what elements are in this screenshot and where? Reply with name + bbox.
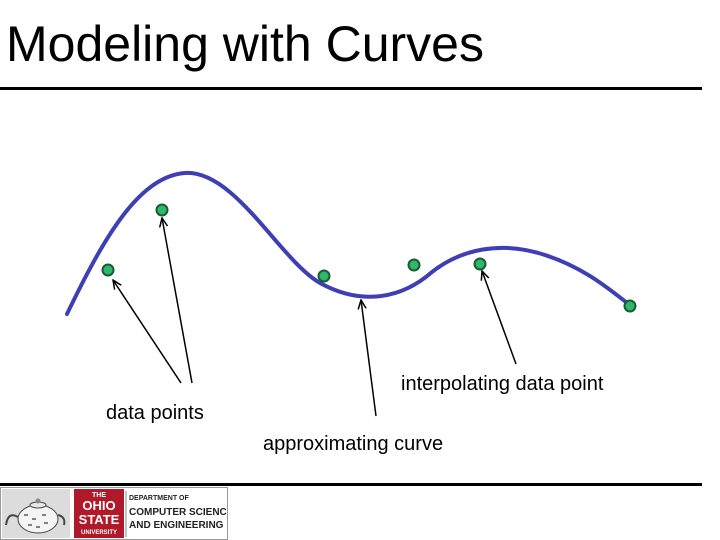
arrow-interpolating-point xyxy=(482,271,517,365)
department-logo: THE OHIO STATE UNIVERSITY DEPARTMENT OF … xyxy=(0,487,228,540)
data-point xyxy=(623,299,637,313)
data-point xyxy=(101,263,115,277)
data-point xyxy=(155,203,169,217)
arrow-data-point-2 xyxy=(162,218,193,384)
logo-ohio: OHIO xyxy=(82,498,115,513)
data-points-label: data points xyxy=(106,402,204,424)
arrow-data-point-1 xyxy=(113,280,182,384)
data-point xyxy=(317,269,331,283)
slide-title: Modeling with Curves xyxy=(6,16,484,72)
approximating-curve-label: approximating curve xyxy=(263,433,444,455)
interpolating-data-point-label: interpolating data point xyxy=(401,373,604,395)
logo-the: THE xyxy=(92,492,106,499)
dept-line-2: COMPUTER SCIENCE xyxy=(129,507,228,518)
title-divider xyxy=(0,87,702,90)
arrow-approximating-curve xyxy=(361,300,377,417)
footer-divider xyxy=(0,483,702,486)
university-seal: THE OHIO STATE UNIVERSITY xyxy=(74,489,124,538)
dept-line-3: AND ENGINEERING xyxy=(129,520,224,531)
data-point xyxy=(407,258,421,272)
logo-state: STATE xyxy=(79,512,120,527)
teapot-icon xyxy=(2,489,70,538)
logo-university: UNIVERSITY xyxy=(81,530,117,536)
interpolated-data-point xyxy=(473,257,487,271)
dept-line-1: DEPARTMENT OF xyxy=(129,495,189,502)
approximating-curve xyxy=(65,170,628,316)
